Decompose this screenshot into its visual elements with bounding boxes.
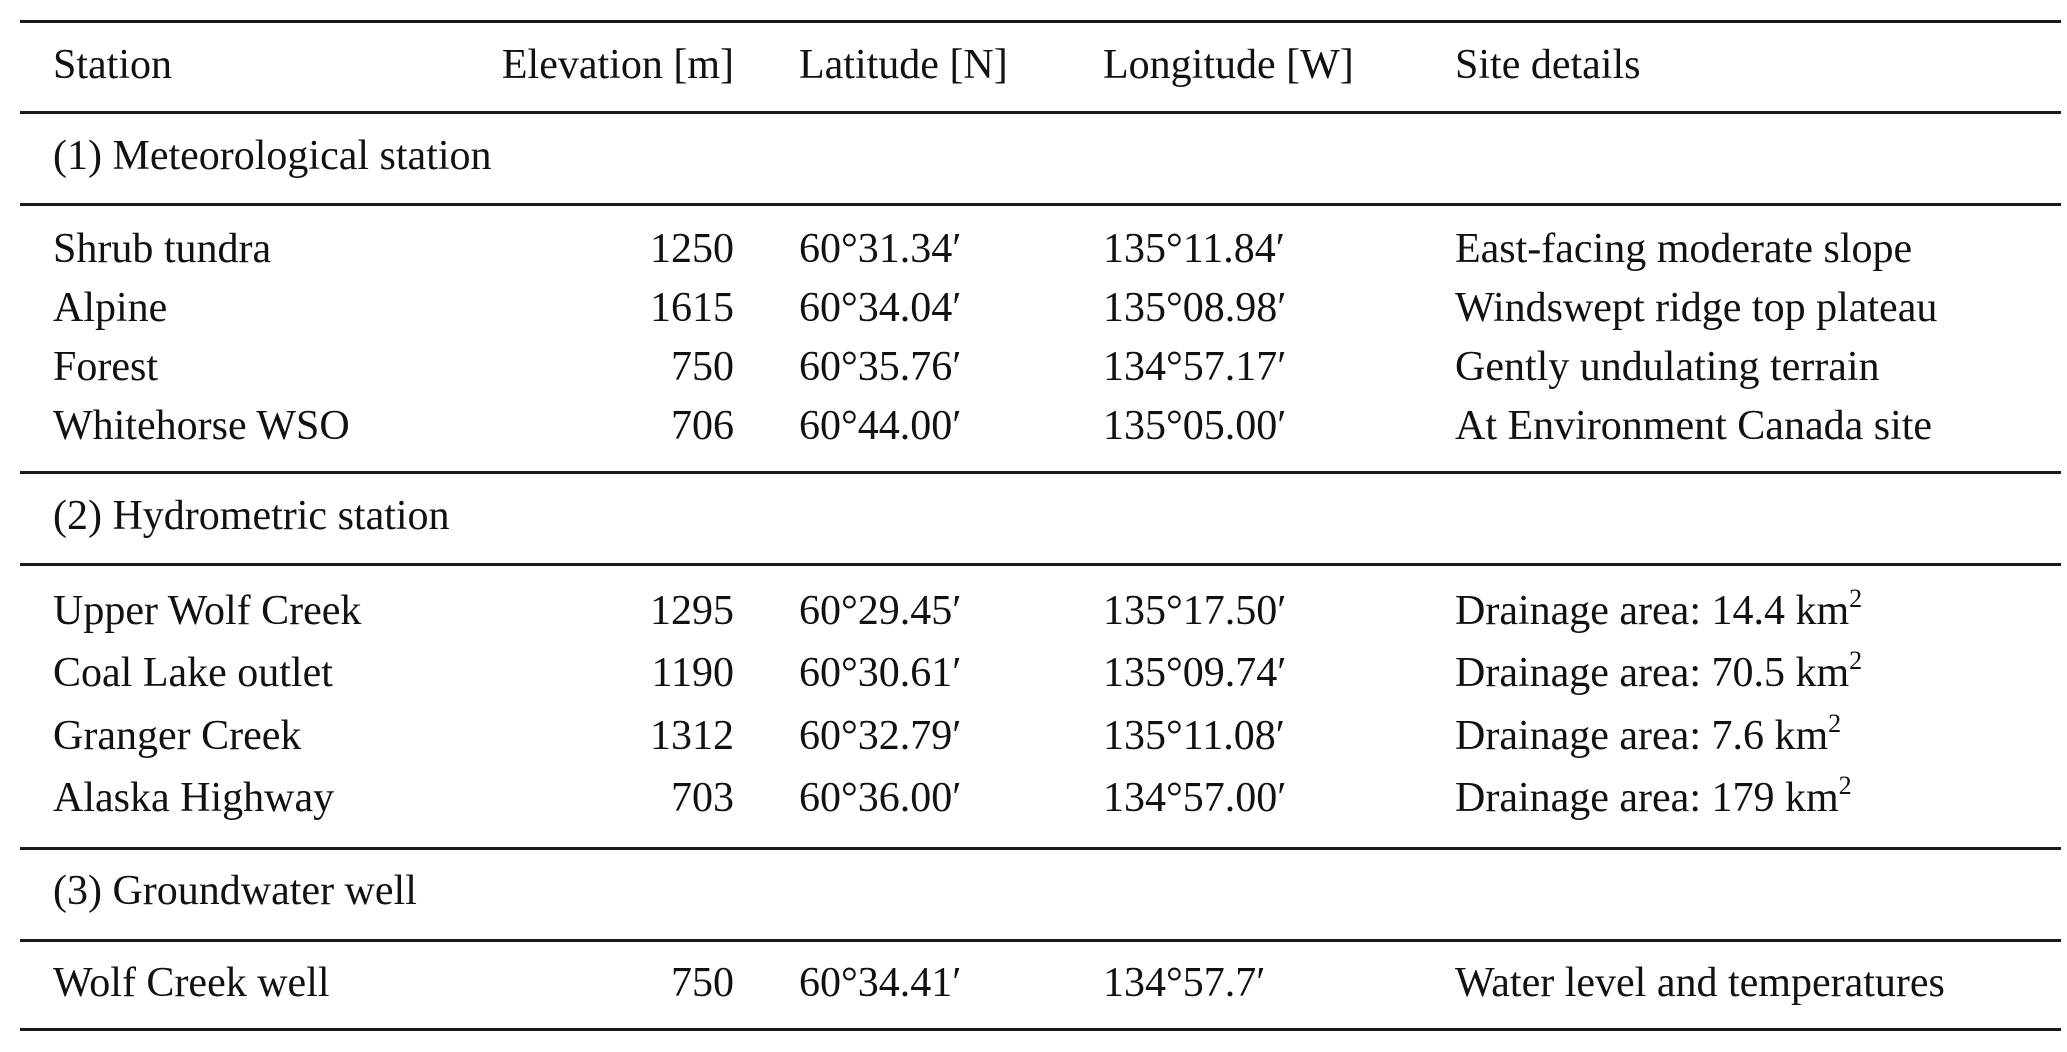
elevation: 1250 — [650, 226, 734, 272]
header-station: Station — [53, 42, 173, 88]
latitude: 60°35.76′ — [799, 344, 962, 390]
top-rule — [20, 20, 2061, 23]
station-name: Granger Creek — [53, 713, 302, 759]
group2-top-rule — [20, 471, 2061, 474]
site-details: Windswept ridge top plateau — [1455, 287, 1937, 329]
site-details: East-facing moderate slope — [1455, 228, 1912, 270]
superscript: 2 — [1838, 771, 1852, 800]
elevation: 1295 — [650, 588, 734, 634]
superscript: 2 — [1849, 584, 1863, 613]
site-details: Gently undulating terrain — [1455, 346, 1880, 388]
group1-rule — [20, 203, 2061, 206]
longitude: 135°11.84′ — [1103, 226, 1285, 272]
site-details: At Environment Canada site — [1455, 405, 1932, 447]
bottom-rule — [20, 1028, 2061, 1031]
header-rule — [20, 111, 2061, 114]
site-details: Drainage area: 70.5 km2 — [1455, 648, 1862, 696]
site-details-text: Drainage area: 14.4 km — [1455, 588, 1850, 634]
group-title: (3) Groundwater well — [53, 868, 417, 914]
longitude: 135°11.08′ — [1103, 713, 1285, 759]
site-details-text: Drainage area: 7.6 km — [1455, 713, 1829, 759]
site-details-text: East-facing moderate slope — [1455, 226, 1913, 272]
longitude: 135°17.50′ — [1103, 588, 1287, 634]
group3-rule — [20, 939, 2061, 942]
station-name: Whitehorse WSO — [53, 403, 350, 449]
elevation: 1190 — [651, 650, 734, 696]
station-name: Coal Lake outlet — [53, 650, 333, 696]
elevation: 1312 — [650, 713, 734, 759]
longitude: 135°05.00′ — [1103, 403, 1287, 449]
site-details-text: At Environment Canada site — [1455, 403, 1933, 449]
latitude: 60°29.45′ — [799, 588, 962, 634]
group3-top-rule — [20, 847, 2061, 850]
latitude: 60°31.34′ — [799, 226, 962, 272]
longitude: 134°57.00′ — [1103, 775, 1287, 821]
latitude: 60°32.79′ — [799, 713, 962, 759]
group-title: (1) Meteorological station — [53, 133, 492, 179]
latitude: 60°36.00′ — [799, 775, 962, 821]
site-details-text: Drainage area: 179 km — [1455, 775, 1839, 821]
header-longitude: Longitude [W] — [1103, 42, 1354, 88]
longitude: 135°08.98′ — [1103, 285, 1287, 331]
site-details: Drainage area: 14.4 km2 — [1455, 586, 1862, 634]
site-details: Water level and temperatures — [1455, 962, 1945, 1004]
elevation: 1615 — [650, 285, 734, 331]
group-title: (2) Hydrometric station — [53, 493, 450, 539]
station-name: Shrub tundra — [53, 226, 272, 272]
station-name: Wolf Creek well — [53, 960, 330, 1006]
longitude: 135°09.74′ — [1103, 650, 1287, 696]
elevation: 750 — [671, 344, 734, 390]
station-name: Alaska Highway — [53, 775, 335, 821]
latitude: 60°34.41′ — [799, 960, 962, 1006]
latitude: 60°30.61′ — [799, 650, 962, 696]
longitude: 134°57.7′ — [1103, 960, 1266, 1006]
elevation: 706 — [671, 403, 734, 449]
header-elevation: Elevation [m] — [501, 42, 734, 88]
site-details-text: Gently undulating terrain — [1455, 344, 1880, 390]
header-latitude: Latitude [N] — [799, 42, 1008, 88]
group2-rule — [20, 563, 2061, 566]
elevation: 750 — [671, 960, 734, 1006]
latitude: 60°34.04′ — [799, 285, 962, 331]
superscript: 2 — [1849, 646, 1863, 675]
elevation: 703 — [671, 775, 734, 821]
superscript: 2 — [1828, 709, 1842, 738]
header-site-details: Site details — [1455, 42, 1641, 88]
station-name: Forest — [53, 344, 158, 390]
site-details-text: Drainage area: 70.5 km — [1455, 650, 1850, 696]
site-details-text: Windswept ridge top plateau — [1455, 285, 1938, 331]
station-name: Upper Wolf Creek — [53, 588, 362, 634]
site-details-text: Water level and temperatures — [1455, 960, 1945, 1006]
longitude: 134°57.17′ — [1103, 344, 1287, 390]
site-details: Drainage area: 179 km2 — [1455, 773, 1852, 821]
station-name: Alpine — [53, 285, 168, 331]
latitude: 60°44.00′ — [799, 403, 962, 449]
site-details: Drainage area: 7.6 km2 — [1455, 711, 1841, 759]
